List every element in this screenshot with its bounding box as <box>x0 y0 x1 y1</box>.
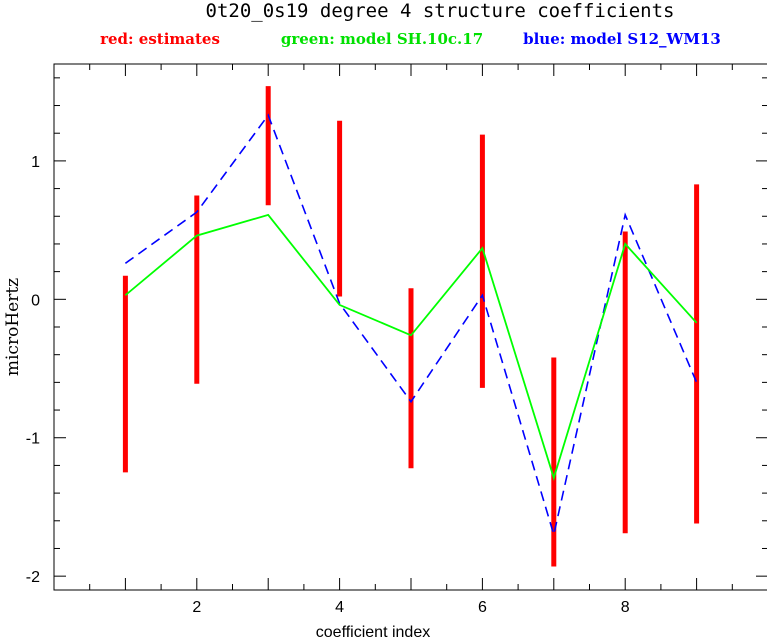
x-axis-label: coefficient index <box>316 624 430 641</box>
legend-estimates: red: estimates <box>100 30 220 48</box>
estimates-errorbars <box>122 86 700 567</box>
x-tick-label: 6 <box>478 599 487 616</box>
y-tick-label: 1 <box>31 154 40 171</box>
model-sh-line <box>124 213 698 481</box>
axis-ticks <box>54 64 767 590</box>
y-axis-label: microHertz <box>3 278 23 376</box>
legend-model-sh: green: model SH.10c.17 <box>281 30 483 48</box>
y-tick-label: -2 <box>26 569 40 586</box>
x-tick-label: 8 <box>621 599 630 616</box>
legend-model-s12: blue: model S12_WM13 <box>523 30 721 48</box>
x-tick-label: 4 <box>335 599 344 616</box>
x-tick-label: 2 <box>192 599 201 616</box>
y-tick-label: -1 <box>26 431 40 448</box>
chart-title: 0t20_0s19 degree 4 structure coefficient… <box>206 0 675 22</box>
y-tick-label: 0 <box>31 292 40 309</box>
tick-labels: 2 4 6 8 -2 -1 0 1 <box>26 154 630 616</box>
